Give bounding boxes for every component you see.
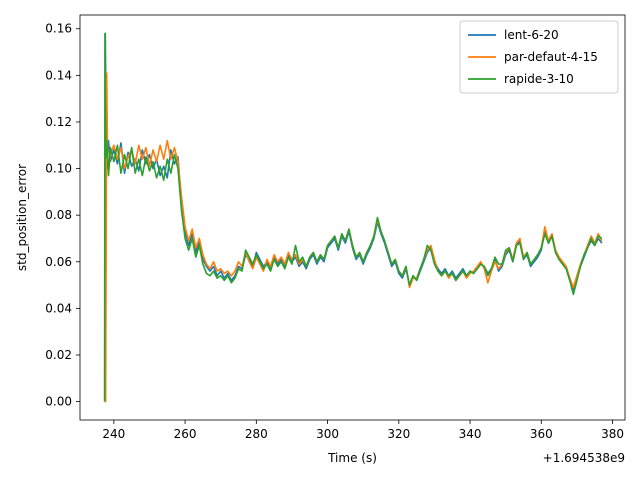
x-tick-label: 260 bbox=[174, 427, 197, 441]
legend-label-rapide-3-10: rapide-3-10 bbox=[504, 72, 574, 86]
y-tick-label: 0.14 bbox=[45, 68, 72, 82]
legend: lent-6-20 par-defaut-4-15 rapide-3-10 bbox=[459, 20, 619, 94]
y-tick-label: 0.04 bbox=[45, 301, 72, 315]
y-tick-label: 0.06 bbox=[45, 255, 72, 269]
x-tick-label: 320 bbox=[387, 427, 410, 441]
legend-label-par-defaut-4-15: par-defaut-4-15 bbox=[504, 50, 598, 64]
axes-frame bbox=[79, 14, 626, 421]
y-tick-label: 0.02 bbox=[45, 348, 72, 362]
y-axis: 0.00 0.02 0.04 0.06 0.08 0.10 0.12 0.14 0.16 bbox=[45, 22, 80, 409]
x-tick-label: 380 bbox=[601, 427, 624, 441]
x-tick-label: 340 bbox=[459, 427, 482, 441]
series-line-rapide-3-10 bbox=[103, 32, 603, 402]
plot-area bbox=[103, 32, 603, 403]
x-tick-label: 280 bbox=[245, 427, 268, 441]
x-axis: 240 260 280 300 320 340 360 380 bbox=[102, 420, 624, 441]
legend-box bbox=[459, 20, 619, 94]
x-tick-label: 360 bbox=[530, 427, 553, 441]
y-tick-label: 0.12 bbox=[45, 115, 72, 129]
x-axis-offset-label: +1.694538e9 bbox=[543, 451, 625, 465]
y-tick-label: 0.00 bbox=[45, 395, 72, 409]
y-axis-label: std_position_error bbox=[15, 164, 29, 271]
y-tick-label: 0.08 bbox=[45, 208, 72, 222]
x-tick-label: 300 bbox=[316, 427, 339, 441]
x-tick-label: 240 bbox=[102, 427, 125, 441]
y-tick-label: 0.16 bbox=[45, 22, 72, 36]
y-tick-label: 0.10 bbox=[45, 162, 72, 176]
legend-label-lent-6-20: lent-6-20 bbox=[504, 28, 559, 42]
x-axis-label: Time (s) bbox=[327, 451, 377, 465]
